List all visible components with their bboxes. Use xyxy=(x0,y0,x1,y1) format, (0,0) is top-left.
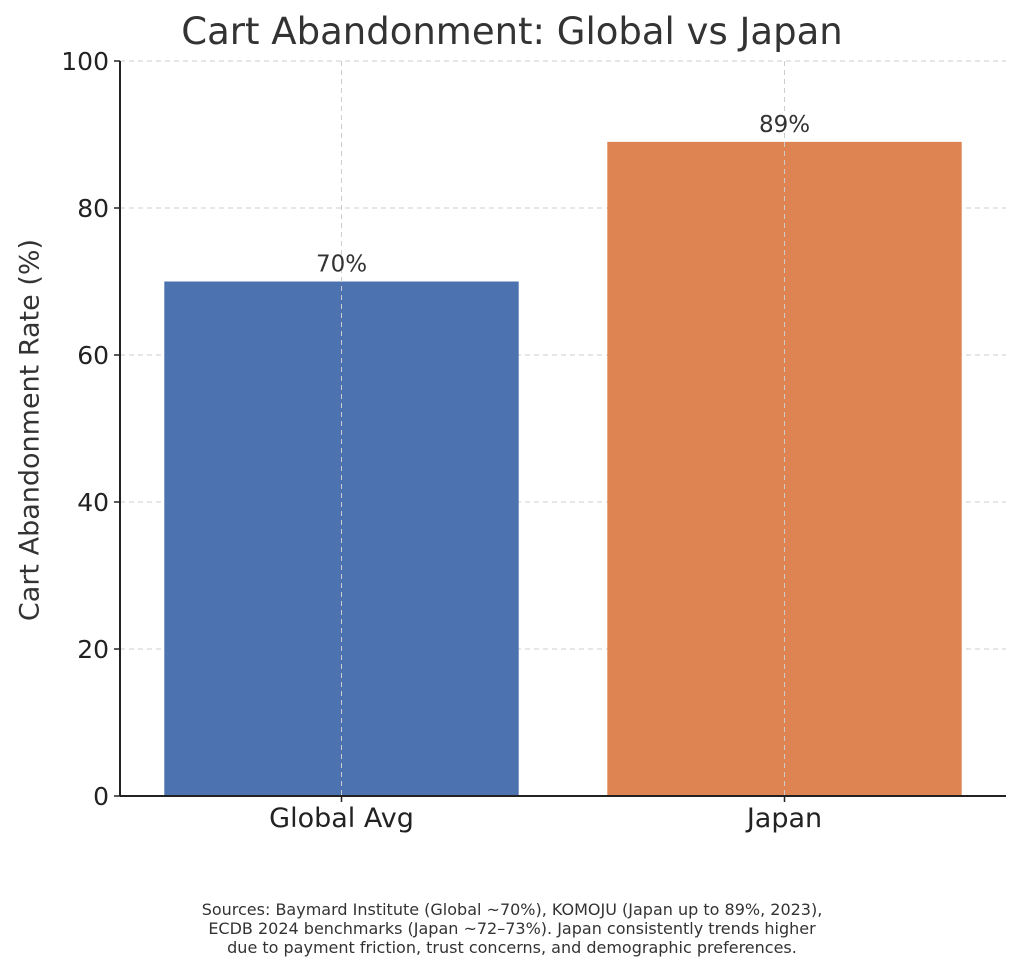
data-label: 89% xyxy=(759,112,810,138)
bars xyxy=(164,141,962,797)
y-tick-label: 20 xyxy=(77,635,109,664)
chart-title: Cart Abandonment: Global vs Japan xyxy=(181,10,843,53)
y-tick-label: 0 xyxy=(93,782,109,811)
x-tick-label: Japan xyxy=(745,803,822,834)
data-label: 70% xyxy=(316,252,367,278)
footnote-line: ECDB 2024 benchmarks (Japan ~72–73%). Ja… xyxy=(208,919,816,938)
x-tick-label: Global Avg xyxy=(269,803,414,834)
vertical-grid-lines xyxy=(341,61,785,796)
y-tick-label: 80 xyxy=(77,194,109,223)
y-tick-label: 60 xyxy=(77,341,109,370)
footnote-line: Sources: Baymard Institute (Global ~70%)… xyxy=(201,900,823,919)
footnote-line: due to payment friction, trust concerns,… xyxy=(227,938,797,957)
y-tick-label: 40 xyxy=(77,488,109,517)
y-tick-label: 100 xyxy=(61,47,109,76)
sources-footnote: Sources: Baymard Institute (Global ~70%)… xyxy=(112,900,912,957)
axes xyxy=(114,60,1006,802)
tick-labels: 0 20 40 60 80 100 Global Avg Japan xyxy=(61,47,822,834)
data-labels: 70% 89% xyxy=(316,112,810,278)
